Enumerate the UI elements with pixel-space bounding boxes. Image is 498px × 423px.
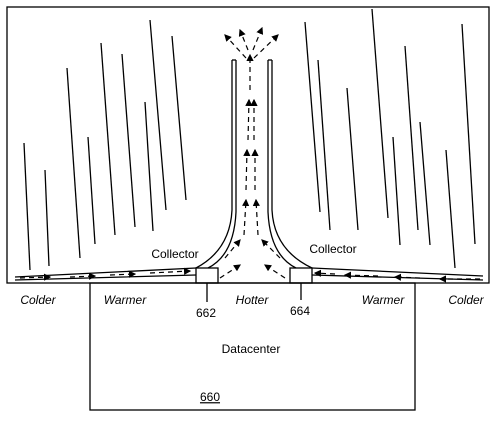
zone-label: Hotter <box>236 293 270 307</box>
ref-label: 664 <box>290 304 310 318</box>
collector-label: Collector <box>309 242 356 256</box>
sun-rays <box>23 8 476 271</box>
collector-label: Collector <box>151 247 198 261</box>
airflow-arrows <box>19 26 480 283</box>
frame <box>6 6 490 411</box>
zone-label: Warmer <box>104 293 147 307</box>
datacenter-label: Datacenter <box>222 342 281 356</box>
zone-label: Colder <box>448 293 484 307</box>
ref-label: 662 <box>196 306 216 320</box>
ref-label: 660 <box>200 390 220 404</box>
zone-label: Warmer <box>362 293 405 307</box>
zone-label: Colder <box>20 293 56 307</box>
collector <box>14 59 484 302</box>
